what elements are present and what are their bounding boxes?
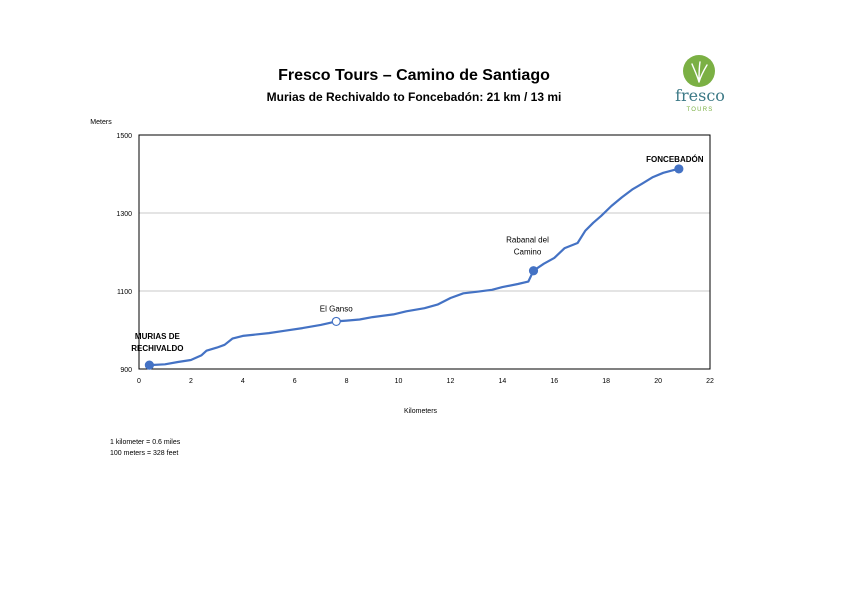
y-tick-label: 1100 <box>117 289 132 296</box>
fresco-tours-logo: fresco TOURS <box>668 55 732 117</box>
x-tick-label: 16 <box>550 378 558 385</box>
page-title: Fresco Tours – Camino de Santiago <box>278 67 550 84</box>
x-tick-label: 6 <box>293 378 297 385</box>
waypoint-marker: MURIAS DE RECHIVALDO <box>131 332 184 370</box>
x-tick-label: 0 <box>137 378 141 385</box>
elevation-profile-line <box>149 167 680 367</box>
waypoint-label: MURIAS DE <box>135 332 181 341</box>
waypoint-dot <box>144 360 154 370</box>
waypoint-marker: Rabanal del Camino <box>506 236 549 276</box>
x-tick-label: 18 <box>602 378 610 385</box>
x-tick-label: 22 <box>706 378 714 385</box>
chart-grid <box>139 212 710 292</box>
x-tick-label: 8 <box>345 378 349 385</box>
x-tick-label: 2 <box>189 378 193 385</box>
y-tick-label: 1500 <box>116 133 132 140</box>
waypoint-dot <box>331 316 341 327</box>
waypoint-marker: FONCEBADÓN <box>646 155 704 174</box>
y-tick-label: 1300 <box>116 211 132 218</box>
axis-tick-labels: 900 1100 1300 1500 0 2 4 6 8 10 12 14 16 18 20 22 <box>116 133 714 385</box>
waypoint-label: Rabanal del <box>506 236 549 245</box>
page-subtitle: Murias de Rechivaldo to Foncebadón: 21 k… <box>266 90 562 104</box>
marker-layer: MURIAS DE RECHIVALDO El Ganso Rabanal del Ca… <box>131 155 704 370</box>
waypoint-label: FONCEBADÓN <box>646 155 704 164</box>
waypoint-marker: El Ganso <box>320 304 353 327</box>
note-km-miles: 1 kilometer = 0.6 miles <box>110 439 181 446</box>
x-tick-label: 12 <box>447 378 455 385</box>
leaf-icon <box>683 55 715 87</box>
x-tick-label: 10 <box>395 378 403 385</box>
logo-wordmark: fresco <box>675 86 725 105</box>
plot-area-frame <box>138 134 711 370</box>
waypoint-label: RECHIVALDO <box>131 344 183 353</box>
conversion-notes: 1 kilometer = 0.6 miles 100 meters = 328… <box>110 437 180 459</box>
y-axis-label: Meters <box>90 119 112 126</box>
waypoint-label: Camino <box>514 248 542 257</box>
logo-subtext: TOURS <box>686 107 714 113</box>
x-axis-label: Kilometers <box>404 408 438 415</box>
waypoint-dot <box>528 266 539 276</box>
x-tick-label: 20 <box>654 378 662 385</box>
waypoint-label: El Ganso <box>320 304 353 313</box>
x-tick-label: 4 <box>241 378 245 385</box>
y-tick-label: 900 <box>120 367 132 374</box>
waypoint-dot <box>674 164 684 174</box>
note-meters-feet: 100 meters = 328 feet <box>110 450 179 457</box>
x-tick-label: 14 <box>498 378 506 385</box>
